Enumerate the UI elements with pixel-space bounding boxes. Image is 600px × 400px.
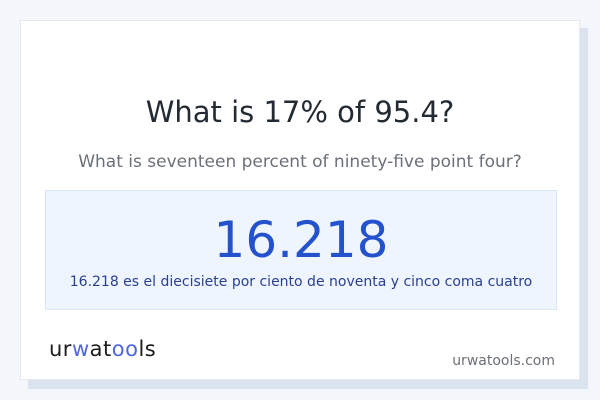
logo-part: ur [49,337,72,361]
logo-part: w [71,337,90,361]
logo-part: ls [138,337,157,361]
answer-description: 16.218 es el diecisiete por ciento de no… [69,274,533,290]
result-card: What is 17% of 95.4? What is seventeen p… [20,20,580,380]
answer-box: 16.218 16.218 es el diecisiete por cient… [45,190,557,310]
page-title: What is 17% of 95.4? [145,95,455,129]
site-link[interactable]: urwatools.com [452,353,555,369]
urwatools-logo[interactable]: urwatools [49,337,156,361]
logo-part: at [89,337,112,361]
answer-value: 16.218 [213,211,389,269]
page-subtitle: What is seventeen percent of ninety-five… [78,152,522,172]
logo-part: oo [111,337,139,361]
